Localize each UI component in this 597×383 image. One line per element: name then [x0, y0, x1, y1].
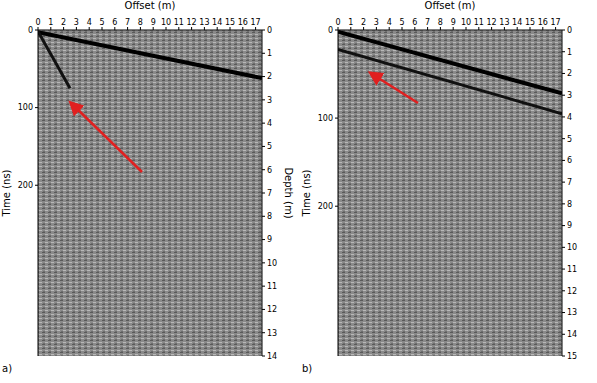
svg-text:1: 1: [348, 18, 353, 27]
svg-text:17: 17: [551, 18, 561, 27]
svg-text:6: 6: [567, 156, 572, 165]
svg-text:11: 11: [567, 265, 577, 274]
svg-text:3: 3: [267, 96, 272, 105]
svg-text:7: 7: [125, 18, 130, 27]
svg-text:13: 13: [267, 329, 277, 338]
svg-text:7: 7: [267, 189, 272, 198]
svg-text:4: 4: [567, 113, 572, 122]
svg-text:1: 1: [567, 48, 572, 57]
svg-text:200: 200: [18, 181, 33, 190]
svg-text:13: 13: [499, 18, 509, 27]
svg-text:14: 14: [212, 18, 222, 27]
svg-text:9: 9: [567, 221, 572, 230]
svg-text:12: 12: [267, 305, 277, 314]
svg-text:4: 4: [267, 119, 272, 128]
html-text:a): a): [2, 363, 12, 374]
html-text:b): b): [302, 363, 313, 374]
svg-text:2: 2: [361, 18, 366, 27]
svg-text:10: 10: [567, 243, 577, 252]
svg-text:11: 11: [267, 282, 277, 291]
svg-text:0: 0: [28, 26, 33, 35]
svg-text:6: 6: [412, 18, 417, 27]
html-text:Time (ns): Time (ns): [0, 169, 12, 217]
svg-text:6: 6: [267, 166, 272, 175]
html-text:Offset (m): Offset (m): [124, 0, 176, 11]
svg-text:5: 5: [267, 142, 272, 151]
svg-text:1: 1: [48, 18, 53, 27]
svg-text:6: 6: [112, 18, 117, 27]
svg-text:14: 14: [267, 352, 277, 360]
svg-text:3: 3: [374, 18, 379, 27]
svg-text:100: 100: [18, 103, 33, 112]
svg-text:0: 0: [328, 26, 333, 35]
svg-text:2: 2: [267, 72, 272, 81]
svg-text:16: 16: [538, 18, 548, 27]
svg-text:15: 15: [525, 18, 535, 27]
html-text:Time (ns): Time (ns): [300, 169, 312, 217]
svg-text:12: 12: [187, 18, 197, 27]
svg-text:7: 7: [567, 178, 572, 187]
svg-text:5: 5: [399, 18, 404, 27]
svg-text:8: 8: [138, 18, 143, 27]
svg-text:8: 8: [267, 212, 272, 221]
svg-text:100: 100: [318, 114, 333, 123]
svg-text:14: 14: [512, 18, 522, 27]
svg-text:17: 17: [251, 18, 261, 27]
svg-text:4: 4: [387, 18, 392, 27]
svg-text:2: 2: [567, 69, 572, 78]
svg-text:1: 1: [267, 49, 272, 58]
svg-text:7: 7: [425, 18, 430, 27]
svg-text:15: 15: [225, 18, 235, 27]
svg-text:5: 5: [567, 135, 572, 144]
svg-text:10: 10: [461, 18, 471, 27]
svg-text:0: 0: [567, 26, 572, 35]
svg-text:9: 9: [151, 18, 156, 27]
svg-text:200: 200: [318, 202, 333, 211]
svg-text:11: 11: [174, 18, 184, 27]
html-text:Depth (m): Depth (m): [282, 167, 294, 219]
svg-text:4: 4: [87, 18, 92, 27]
svg-text:0: 0: [335, 18, 340, 27]
svg-text:14: 14: [567, 330, 577, 339]
svg-text:3: 3: [567, 91, 572, 100]
svg-text:12: 12: [567, 287, 577, 296]
svg-text:3: 3: [74, 18, 79, 27]
svg-text:9: 9: [451, 18, 456, 27]
svg-text:8: 8: [567, 200, 572, 209]
svg-text:16: 16: [238, 18, 248, 27]
svg-text:13: 13: [567, 308, 577, 317]
svg-text:12: 12: [487, 18, 497, 27]
svg-text:13: 13: [199, 18, 209, 27]
svg-text:11: 11: [474, 18, 484, 27]
svg-text:5: 5: [99, 18, 104, 27]
svg-text:15: 15: [567, 352, 577, 360]
html-text:Offset (m): Offset (m): [424, 0, 476, 11]
svg-text:10: 10: [267, 259, 277, 268]
svg-text:10: 10: [161, 18, 171, 27]
svg-text:0: 0: [35, 18, 40, 27]
svg-text:2: 2: [61, 18, 66, 27]
svg-text:8: 8: [438, 18, 443, 27]
svg-text:9: 9: [267, 235, 272, 244]
svg-text:0: 0: [267, 26, 272, 35]
